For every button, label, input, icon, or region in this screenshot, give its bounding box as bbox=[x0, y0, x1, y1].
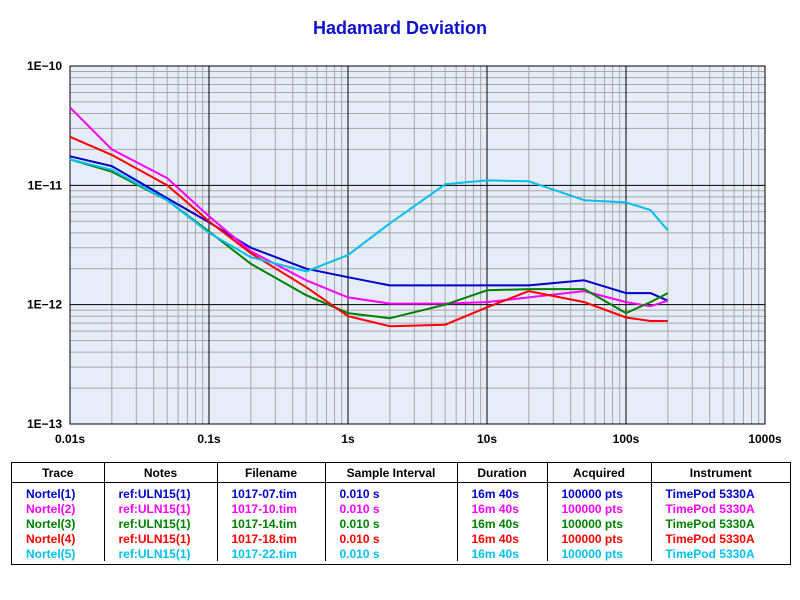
legend-cell-trace: Nortel(4) bbox=[12, 531, 105, 546]
legend-cell-duration: 16m 40s bbox=[457, 531, 548, 546]
series-line-2 bbox=[69, 106, 669, 308]
legend-cell-instrument: TimePod 5330A bbox=[665, 531, 755, 546]
legend-cell-interval: 0.010 s bbox=[325, 531, 458, 546]
legend-cell-duration: 16m 40s bbox=[457, 546, 548, 561]
legend-cell-duration: 16m 40s bbox=[457, 482, 548, 501]
legend-header-cell: Acquired bbox=[547, 463, 652, 483]
legend-header-cell: Duration bbox=[457, 463, 548, 483]
legend-cell-notes: ref:ULN15(1) bbox=[104, 516, 218, 531]
y-tick-label: 1E−11 bbox=[28, 178, 63, 192]
x-tick-label: 1s bbox=[341, 432, 355, 446]
legend-cell-notes: ref:ULN15(1) bbox=[104, 501, 218, 516]
x-tick-label: 0.1s bbox=[197, 432, 221, 446]
series-line-1 bbox=[69, 155, 669, 302]
legend-header-cell: Filename bbox=[217, 463, 326, 483]
legend-cell-notes: ref:ULN15(1) bbox=[104, 546, 218, 561]
legend-cell-notes: ref:ULN15(1) bbox=[104, 531, 218, 546]
chart-title: Hadamard Deviation bbox=[312, 18, 488, 38]
legend-cell-filename: 1017-10.tim bbox=[217, 501, 326, 516]
legend-cell-filename: 1017-07.tim bbox=[217, 482, 326, 501]
legend-cell-duration: 16m 40s bbox=[457, 516, 548, 531]
plot-border bbox=[69, 65, 766, 425]
legend-cell-interval: 0.010 s bbox=[325, 546, 458, 561]
legend-cell-duration: 16m 40s bbox=[457, 501, 548, 516]
y-tick-label: 1E−12 bbox=[27, 298, 62, 312]
legend-cell-acquired: 100000 pts bbox=[547, 546, 652, 561]
legend-header-cell: Notes bbox=[104, 463, 218, 483]
x-tick-label: 10s bbox=[477, 432, 497, 446]
y-tick-label: 1E−13 bbox=[27, 417, 62, 431]
legend-cell-instrument: TimePod 5330A bbox=[665, 501, 755, 516]
legend-header-cell: Trace bbox=[12, 463, 105, 483]
legend-cell-filename: 1017-14.tim bbox=[217, 516, 326, 531]
legend-header-cell: Sample Interval bbox=[325, 463, 458, 483]
legend-cell-interval: 0.010 s bbox=[325, 482, 458, 501]
series-line-4 bbox=[69, 135, 668, 328]
legend-cell-trace: Nortel(1) bbox=[12, 482, 105, 501]
legend-cell-filename: 1017-22.tim bbox=[217, 546, 326, 561]
legend-cell-filename: 1017-18.tim bbox=[217, 531, 326, 546]
x-tick-label: 100s bbox=[613, 432, 640, 446]
legend-cell-acquired: 100000 pts bbox=[547, 501, 652, 516]
plot-background bbox=[70, 66, 765, 424]
legend-cell-acquired: 100000 pts bbox=[547, 516, 652, 531]
plot-area: 0.01s 0.1s 1s 10s 100s 1000s 1E−13 1E−12 1E−11 1E… bbox=[27, 59, 782, 446]
series-line-5 bbox=[69, 158, 669, 273]
x-tick-label: 0.01s bbox=[55, 432, 85, 446]
legend-cell-acquired: 100000 pts bbox=[547, 531, 652, 546]
legend-cell-trace: Nortel(5) bbox=[12, 546, 105, 561]
legend-cell-notes: ref:ULN15(1) bbox=[104, 482, 218, 501]
legend-cell-interval: 0.010 s bbox=[325, 501, 458, 516]
legend-cell-trace: Nortel(2) bbox=[12, 501, 105, 516]
legend-table: Trace Notes Filename Sample Interval Duratio… bbox=[11, 462, 791, 565]
legend-header-cell: Instrument bbox=[651, 463, 790, 483]
y-tick-label: 1E−10 bbox=[27, 59, 62, 73]
legend-cell-instrument: TimePod 5330A bbox=[665, 486, 755, 501]
legend-cell-trace: Nortel(3) bbox=[12, 516, 105, 531]
legend-cell-interval: 0.010 s bbox=[325, 516, 458, 531]
legend-cell-instrument: TimePod 5330A bbox=[665, 546, 755, 561]
x-tick-label: 1000s bbox=[748, 432, 782, 446]
legend-cell-instrument: TimePod 5330A bbox=[665, 516, 755, 531]
legend-cell-acquired: 100000 pts bbox=[547, 482, 652, 501]
